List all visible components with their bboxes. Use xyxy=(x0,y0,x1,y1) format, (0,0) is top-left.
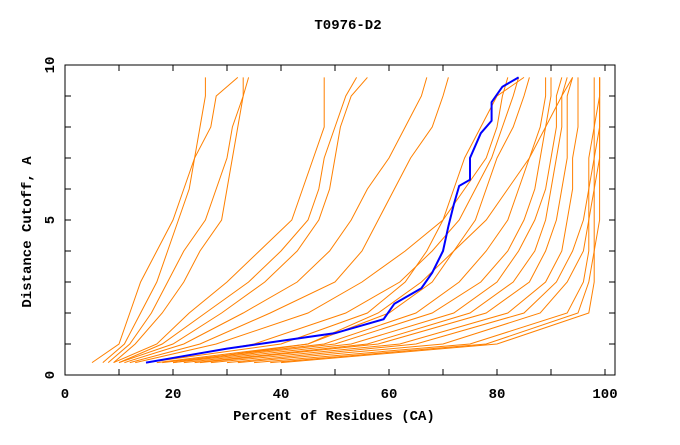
x-tick-label: 40 xyxy=(273,387,290,403)
y-tick-label: 0 xyxy=(43,371,59,379)
ticks-layer: 0 20 40 60 80 100 0 5 10 xyxy=(43,57,618,403)
chart-title: T0976-D2 xyxy=(314,18,381,34)
x-tick-label: 60 xyxy=(381,387,398,403)
y-axis-label: Distance Cutoff, A xyxy=(20,156,36,308)
series-line-3 xyxy=(107,77,250,363)
series-line-2 xyxy=(102,77,239,363)
series-line-21 xyxy=(253,77,601,364)
series-line-17 xyxy=(199,77,574,364)
x-tick-label: 100 xyxy=(592,387,617,403)
x-axis-label: Percent of Residues (CA) xyxy=(233,409,435,425)
series-line-23 xyxy=(280,77,601,364)
x-tick-label: 0 xyxy=(61,387,69,403)
series-line-11 xyxy=(145,76,525,364)
series-line-25 xyxy=(145,77,520,364)
series-line-5 xyxy=(113,77,325,364)
series-line-4 xyxy=(113,77,244,363)
highlight-series-line xyxy=(145,76,520,364)
x-tick-label: 80 xyxy=(489,387,506,403)
series-line-10 xyxy=(135,77,509,364)
series-layer xyxy=(91,76,601,364)
series-line-14 xyxy=(172,77,552,364)
series-line-8 xyxy=(124,77,428,364)
series-line-9 xyxy=(129,77,449,364)
series-line-13 xyxy=(162,77,547,364)
x-tick-label: 20 xyxy=(165,387,182,403)
series-line-18 xyxy=(210,77,579,364)
series-line-16 xyxy=(194,77,568,364)
series-line-12 xyxy=(156,77,530,364)
series-line-15 xyxy=(183,77,563,364)
series-line-7 xyxy=(118,77,368,364)
series-line-19 xyxy=(226,77,595,364)
series-line-1 xyxy=(91,77,206,364)
series-line-24 xyxy=(172,77,574,364)
series-line-6 xyxy=(118,77,358,364)
y-tick-label: 10 xyxy=(43,57,59,74)
y-tick-label: 5 xyxy=(43,216,59,224)
